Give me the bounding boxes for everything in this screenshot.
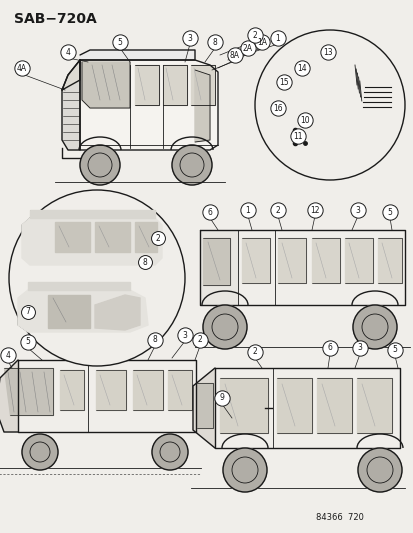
Polygon shape [195, 70, 209, 142]
Text: 8: 8 [152, 335, 157, 344]
Polygon shape [28, 282, 130, 290]
Circle shape [352, 305, 396, 349]
Text: 15: 15 [278, 77, 288, 86]
Text: 2A: 2A [242, 44, 252, 52]
Text: 7: 7 [26, 308, 31, 317]
Text: 84366  720: 84366 720 [315, 513, 363, 522]
Polygon shape [197, 383, 212, 428]
Polygon shape [199, 230, 404, 305]
Text: 1: 1 [275, 34, 280, 43]
Polygon shape [356, 378, 391, 433]
Polygon shape [48, 295, 90, 328]
Text: 5: 5 [387, 207, 392, 216]
Polygon shape [377, 238, 401, 283]
Text: 2: 2 [252, 30, 257, 39]
Text: 4: 4 [65, 47, 70, 56]
Circle shape [223, 448, 266, 492]
Text: 14: 14 [297, 63, 306, 72]
Polygon shape [192, 368, 214, 448]
Polygon shape [214, 368, 399, 448]
Circle shape [254, 30, 404, 180]
Polygon shape [18, 290, 147, 332]
Text: 11: 11 [292, 132, 302, 141]
Text: 3: 3 [182, 330, 187, 340]
Polygon shape [354, 60, 362, 115]
Polygon shape [362, 107, 390, 115]
Polygon shape [18, 360, 195, 432]
Text: 3: 3 [187, 34, 192, 43]
Polygon shape [82, 62, 130, 108]
Polygon shape [95, 295, 140, 330]
Circle shape [357, 448, 401, 492]
Polygon shape [95, 222, 130, 252]
Text: 1A: 1A [256, 37, 266, 46]
Text: 1: 1 [245, 206, 250, 214]
Polygon shape [55, 222, 90, 252]
Text: 12: 12 [309, 206, 319, 214]
Text: 2: 2 [252, 348, 257, 357]
Text: 3: 3 [355, 206, 360, 214]
Polygon shape [96, 370, 126, 410]
Polygon shape [168, 370, 192, 410]
Text: 4A: 4A [17, 63, 27, 72]
Polygon shape [80, 60, 218, 150]
Text: 4: 4 [5, 351, 10, 359]
Polygon shape [135, 222, 157, 252]
Text: 5: 5 [392, 345, 396, 354]
Circle shape [202, 305, 247, 349]
Polygon shape [30, 210, 154, 218]
Text: 3: 3 [357, 343, 361, 352]
Polygon shape [202, 238, 230, 285]
Text: 5: 5 [117, 37, 122, 46]
Polygon shape [62, 60, 80, 150]
Polygon shape [199, 230, 237, 305]
Circle shape [80, 145, 120, 185]
Polygon shape [4, 368, 53, 415]
Circle shape [9, 190, 185, 366]
Text: 2: 2 [155, 233, 160, 243]
Text: 9: 9 [219, 393, 224, 402]
Text: 2: 2 [275, 206, 280, 214]
Text: 8: 8 [212, 37, 217, 46]
Text: 10: 10 [299, 116, 309, 125]
Text: 13: 13 [323, 47, 332, 56]
Text: 2: 2 [197, 335, 202, 344]
Polygon shape [190, 65, 214, 105]
Polygon shape [133, 370, 163, 410]
Polygon shape [219, 378, 267, 433]
Text: 8A: 8A [230, 51, 240, 60]
Polygon shape [344, 238, 372, 283]
Polygon shape [60, 370, 84, 410]
Circle shape [22, 434, 58, 470]
Text: 6: 6 [207, 207, 212, 216]
Polygon shape [242, 238, 269, 283]
Text: 5: 5 [26, 337, 31, 346]
Polygon shape [277, 238, 305, 283]
Polygon shape [135, 65, 159, 105]
Text: 8: 8 [142, 257, 147, 266]
Polygon shape [316, 378, 351, 433]
Circle shape [171, 145, 211, 185]
Text: 6: 6 [327, 343, 332, 352]
Polygon shape [311, 238, 339, 283]
Polygon shape [22, 218, 161, 265]
Polygon shape [0, 360, 18, 432]
Circle shape [152, 434, 188, 470]
Polygon shape [163, 65, 187, 105]
Polygon shape [62, 60, 80, 90]
Polygon shape [80, 50, 195, 60]
Text: SAB−720A: SAB−720A [14, 12, 97, 26]
Polygon shape [276, 378, 311, 433]
Text: 16: 16 [273, 103, 282, 112]
